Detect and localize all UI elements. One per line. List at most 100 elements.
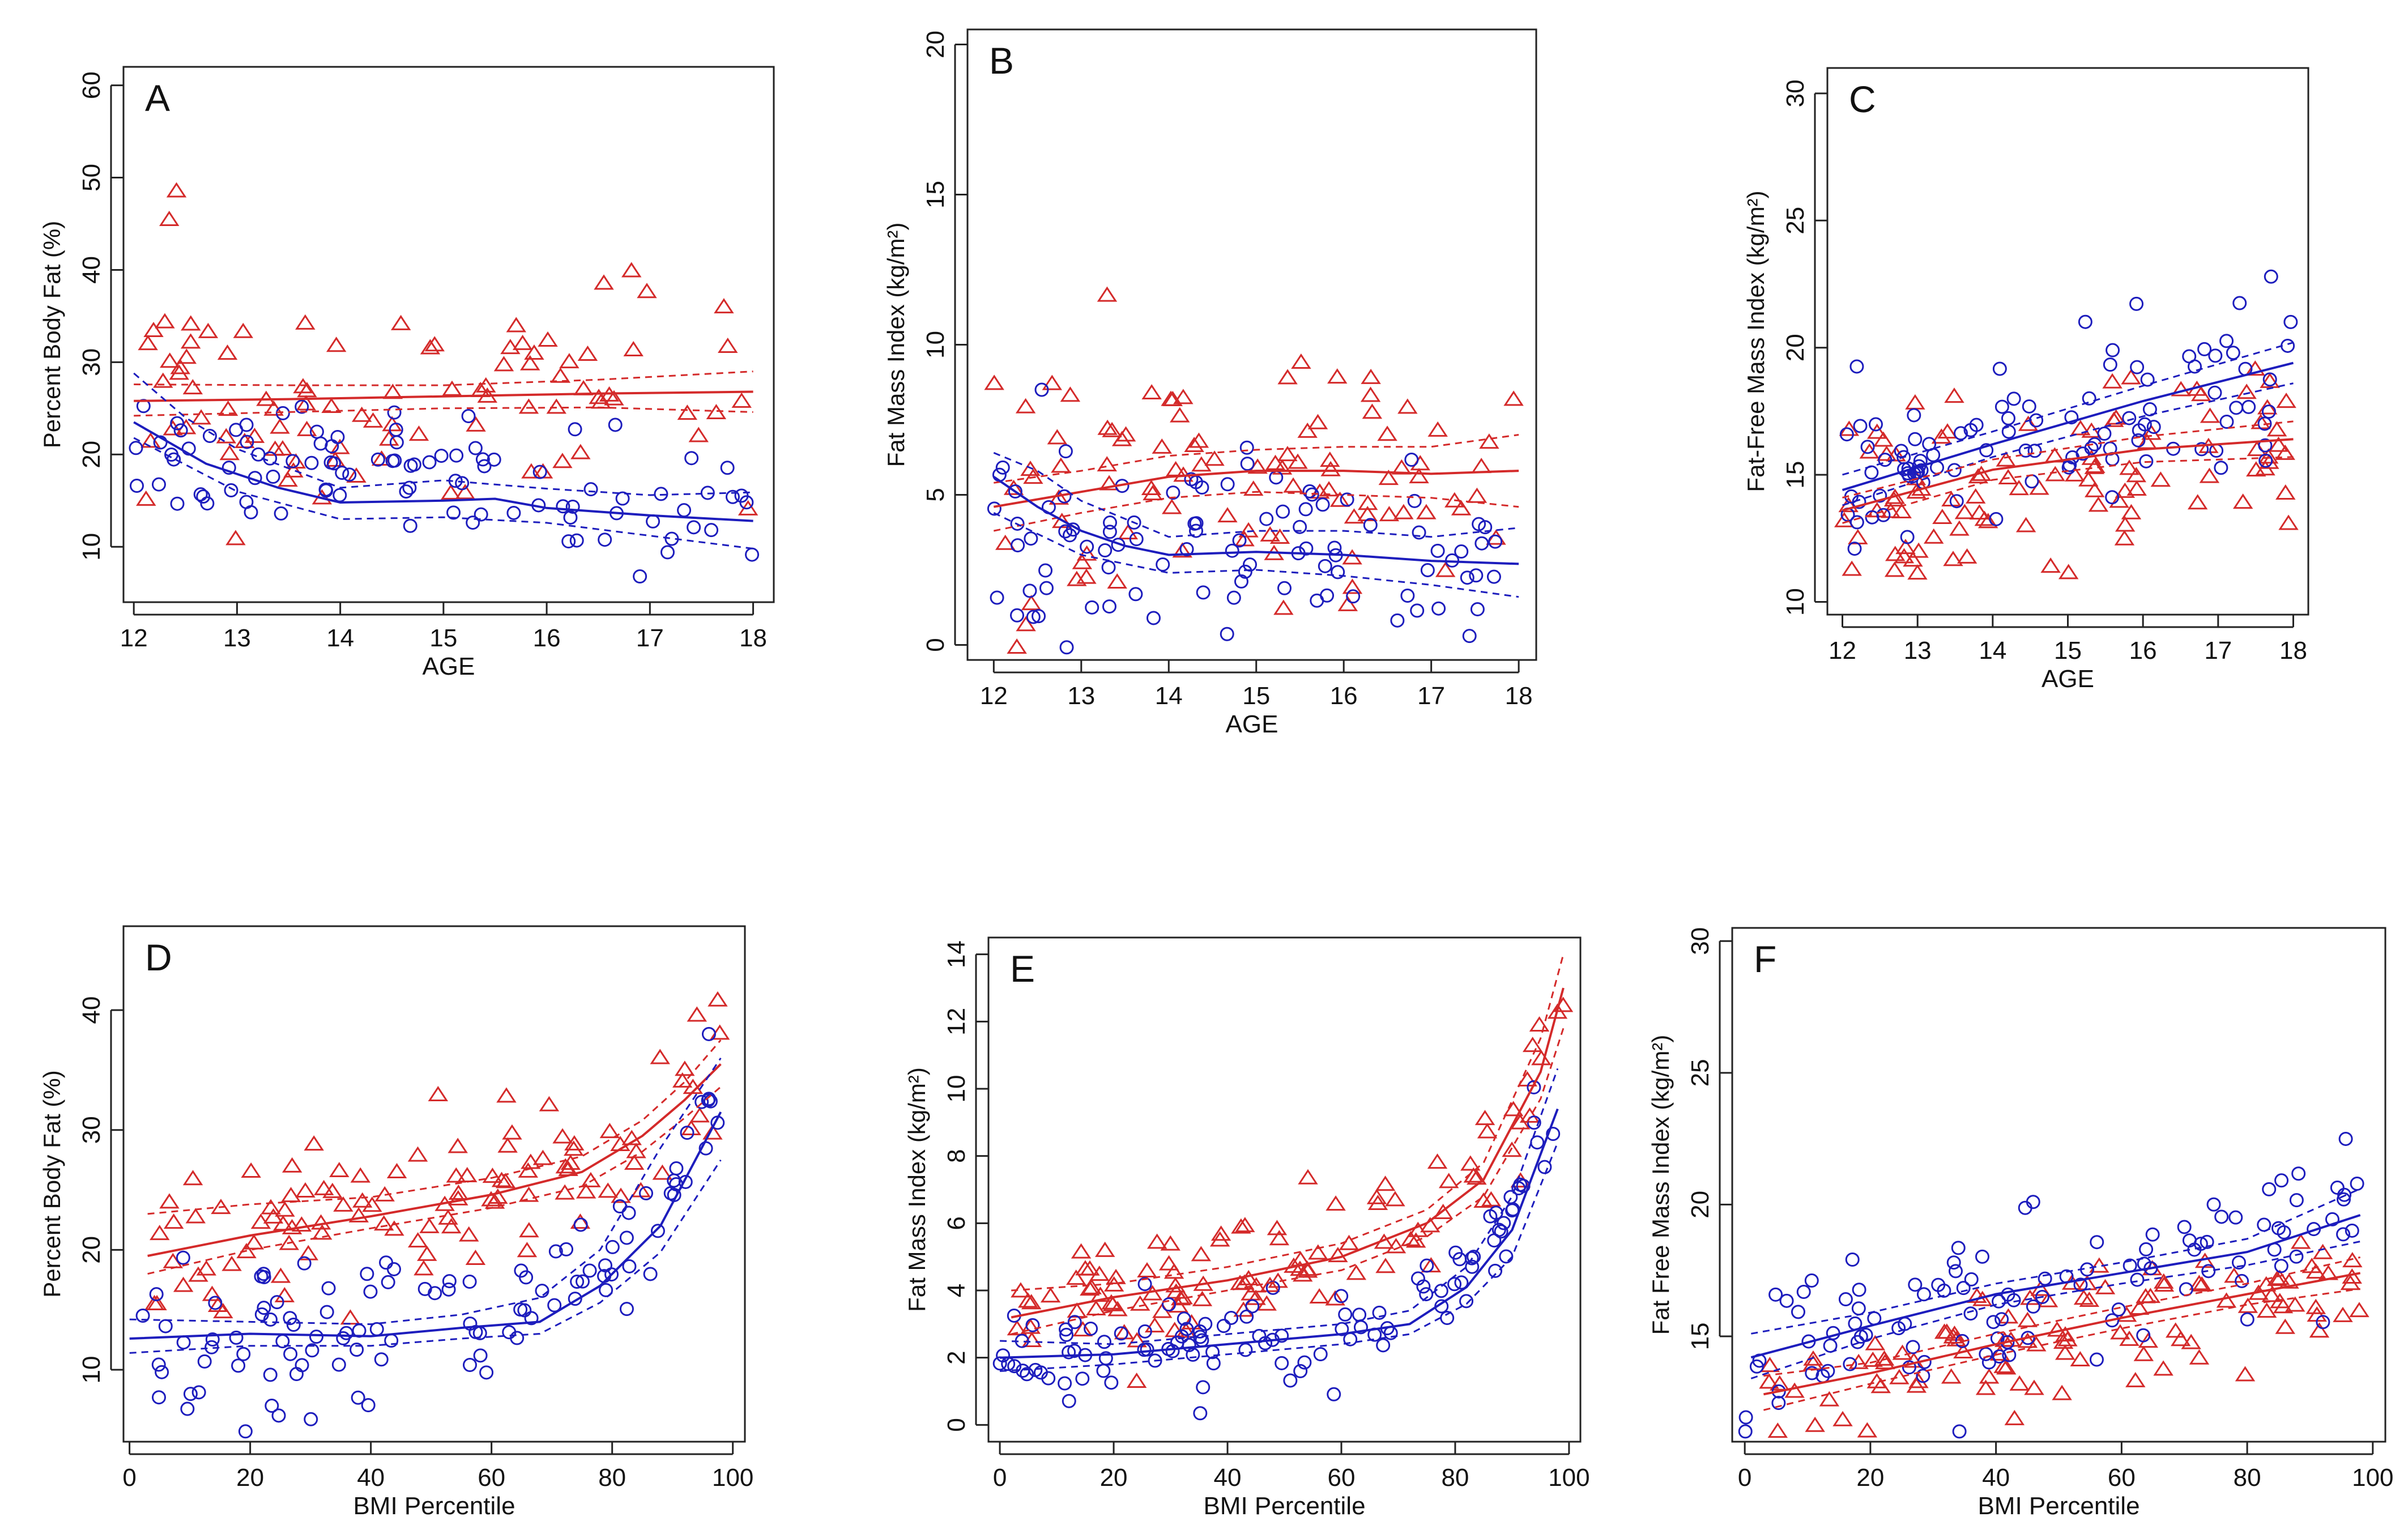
point-circle <box>441 1282 456 1297</box>
point-circle <box>2228 1210 2243 1225</box>
point-triangle <box>1884 561 1905 577</box>
point-circle <box>1989 512 2004 526</box>
point-circle <box>374 1352 389 1367</box>
plot-frame <box>1826 67 2309 616</box>
point-circle <box>2338 1131 2353 1146</box>
point-circle <box>1010 516 1025 531</box>
x-axis-label: AGE <box>2042 665 2094 693</box>
point-triangle <box>2258 448 2279 464</box>
point-triangle <box>621 1130 642 1145</box>
point-circle <box>1963 423 1978 437</box>
point-circle <box>297 1256 312 1271</box>
point-triangle <box>2255 460 2275 476</box>
point-triangle <box>1188 432 1209 448</box>
point-circle <box>2097 427 2112 441</box>
point-circle <box>1852 495 1866 509</box>
point-triangle <box>424 336 445 352</box>
x-tick-label: 12 <box>120 624 148 652</box>
y-tick-label: 20 <box>1686 1191 1714 1219</box>
point-circle <box>535 1284 549 1298</box>
point-circle <box>1410 1271 1425 1286</box>
point-triangle <box>442 380 462 396</box>
point-triangle <box>1172 542 1193 558</box>
point-circle <box>573 1217 588 1232</box>
x-axis-label: BMI Percentile <box>1977 1492 2140 1520</box>
point-triangle <box>1471 458 1491 474</box>
point-triangle <box>1211 1225 1231 1241</box>
point-triangle <box>1848 1353 1869 1369</box>
point-triangle <box>296 395 317 411</box>
point-circle <box>2232 296 2247 310</box>
point-circle <box>1067 1315 1082 1330</box>
point-circle <box>633 569 647 583</box>
point-circle <box>1459 1294 1474 1309</box>
point-triangle <box>1547 1003 1568 1019</box>
point-circle <box>1140 1342 1154 1357</box>
point-circle <box>1902 1360 1916 1375</box>
point-circle <box>1400 589 1415 603</box>
point-circle <box>1994 399 2009 414</box>
point-circle <box>2001 424 2016 439</box>
plot-frame <box>987 936 1582 1443</box>
fit-line-girls <box>134 390 753 402</box>
point-triangle <box>2154 1273 2174 1289</box>
point-circle <box>265 1399 279 1413</box>
point-triangle <box>1420 1217 1440 1233</box>
point-triangle <box>1243 480 1264 496</box>
y-tick-label: 30 <box>78 348 105 376</box>
point-triangle <box>1474 1110 1495 1126</box>
point-circle <box>2038 1271 2052 1286</box>
point-circle <box>1372 1305 1387 1320</box>
point-triangle <box>275 1201 295 1217</box>
x-tick-label: 100 <box>2352 1464 2393 1492</box>
point-circle <box>1499 1249 1514 1264</box>
point-circle <box>734 488 749 503</box>
point-circle <box>1315 497 1330 512</box>
point-circle <box>286 1317 301 1332</box>
point-circle <box>2137 417 2152 432</box>
point-triangle <box>621 262 642 278</box>
point-circle <box>275 406 290 420</box>
point-circle <box>2291 1166 2306 1181</box>
point-circle <box>1469 568 1484 583</box>
point-triangle <box>1260 526 1280 542</box>
point-triangle <box>2291 1233 2311 1249</box>
point-triangle <box>1979 1368 2000 1384</box>
point-circle <box>475 452 490 467</box>
point-circle <box>1259 512 1274 526</box>
point-circle <box>170 416 185 431</box>
point-triangle <box>1080 1260 1100 1276</box>
point-circle <box>2337 1187 2352 1202</box>
point-triangle <box>708 991 728 1007</box>
point-circle <box>1470 602 1485 616</box>
point-circle <box>466 515 480 530</box>
point-triangle <box>2275 444 2295 460</box>
point-circle <box>1239 1309 1254 1324</box>
point-triangle <box>2266 421 2287 437</box>
point-triangle <box>1277 369 1298 385</box>
point-circle <box>1964 1272 1979 1286</box>
point-circle <box>1465 1259 1480 1274</box>
panel-E: E 0 20 40 60 80 100 BMI Percentile 0 2 4 6 8 10 12 14 Fa… <box>903 936 1590 1520</box>
point-triangle <box>1502 1141 1522 1157</box>
point-circle <box>524 1311 539 1326</box>
point-triangle <box>1265 454 1286 470</box>
point-circle <box>1085 600 1099 615</box>
point-triangle <box>159 1193 180 1209</box>
fit-line-boys <box>1000 1108 1559 1359</box>
point-triangle <box>1460 1155 1481 1171</box>
point-circle <box>1488 1263 1503 1278</box>
point-circle <box>556 499 570 514</box>
point-circle <box>687 520 701 535</box>
point-circle <box>1128 587 1143 602</box>
ci-upper-boys <box>133 372 753 496</box>
point-circle <box>449 448 464 463</box>
point-circle <box>407 457 421 472</box>
point-circle <box>2025 474 2039 489</box>
x-tick-label: 80 <box>2234 1464 2261 1492</box>
panel-label: F <box>1754 938 1776 980</box>
point-triangle <box>216 428 237 444</box>
point-triangle <box>330 438 350 454</box>
point-triangle <box>2256 1302 2277 1318</box>
point-triangle <box>379 430 399 446</box>
